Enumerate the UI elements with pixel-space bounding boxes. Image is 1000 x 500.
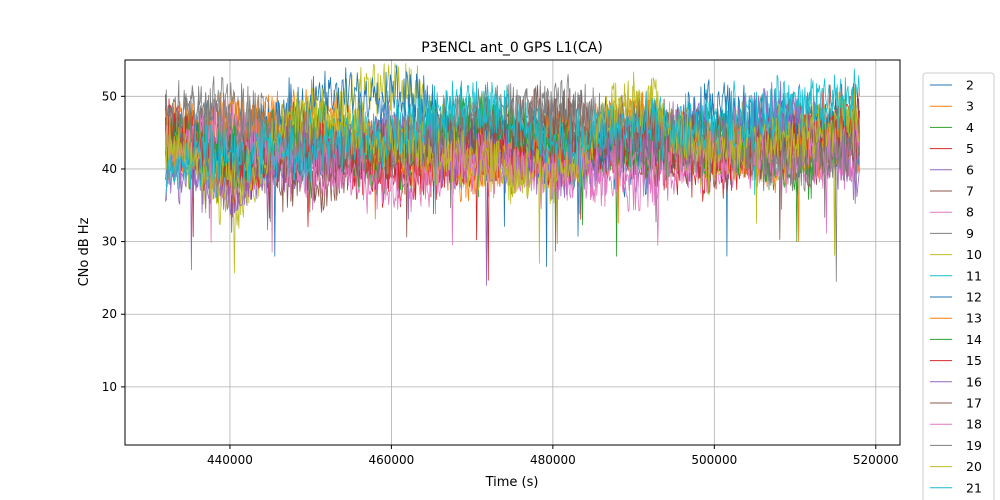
- x-tick-label: 500000: [691, 453, 737, 467]
- y-axis-label: CNo dB Hz: [77, 217, 92, 286]
- legend-label: 13: [966, 311, 982, 326]
- legend-label: 6: [966, 162, 974, 177]
- series-layer: [165, 63, 860, 286]
- plot-area-frame: [124, 59, 901, 446]
- y-axis: 10 20 30 40 50: [102, 89, 125, 394]
- legend-label: 18: [966, 417, 982, 432]
- y-tick-label: 30: [102, 235, 117, 249]
- legend-label: 3: [966, 99, 974, 114]
- legend-label: 4: [966, 120, 974, 135]
- x-tick-label: 520000: [853, 453, 899, 467]
- x-tick-label: 480000: [530, 453, 576, 467]
- series-line-21: [165, 68, 860, 215]
- legend-label: 9: [966, 226, 974, 241]
- legend-label: 19: [966, 438, 982, 453]
- legend-label: 2: [966, 78, 974, 93]
- legend-label: 10: [966, 247, 982, 262]
- legend-label: 8: [966, 205, 974, 220]
- y-tick-label: 10: [102, 380, 117, 394]
- y-tick-label: 50: [102, 89, 117, 103]
- legend-label: 12: [966, 290, 982, 305]
- legend-label: 14: [966, 332, 982, 347]
- x-axis-label: Time (s): [485, 475, 539, 490]
- x-tick-label: 460000: [369, 453, 415, 467]
- legend-label: 15: [966, 353, 982, 368]
- legend-label: 5: [966, 141, 974, 156]
- legend-label: 17: [966, 396, 982, 411]
- legend-label: 16: [966, 374, 982, 389]
- x-tick-label: 440000: [207, 453, 253, 467]
- series-line-16: [165, 80, 860, 220]
- legend-box: [922, 72, 995, 500]
- legend-label: 21: [966, 480, 982, 495]
- legend: 2 3 4 5 6 7 8 9 10 11 12 13 14 15 16 17 18 19 20 21: [922, 72, 995, 500]
- series-line-20: [165, 71, 860, 224]
- legend-label: 11: [966, 268, 982, 283]
- chart-title: P3ENCL ant_0 GPS L1(CA): [421, 40, 603, 56]
- y-tick-label: 20: [102, 307, 117, 321]
- x-axis: 440000 460000 480000 500000 520000: [207, 445, 899, 467]
- legend-label: 20: [966, 459, 982, 474]
- legend-label: 7: [966, 184, 974, 199]
- y-tick-label: 40: [102, 162, 117, 176]
